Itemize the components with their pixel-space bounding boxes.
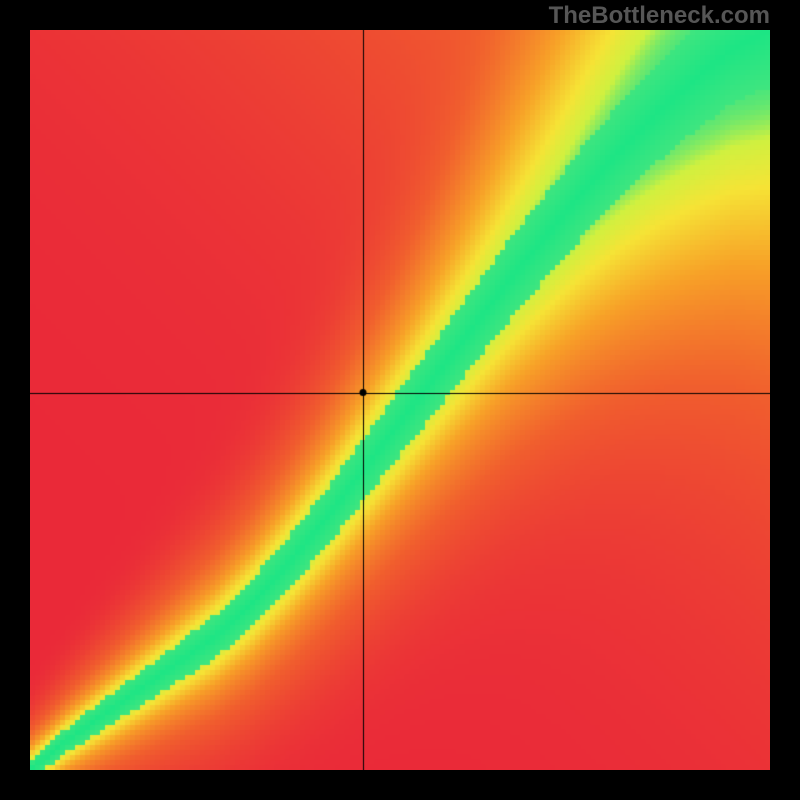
bottleneck-heatmap <box>30 30 770 770</box>
watermark-text: TheBottleneck.com <box>549 2 770 30</box>
chart-container: TheBottleneck.com <box>0 0 800 800</box>
